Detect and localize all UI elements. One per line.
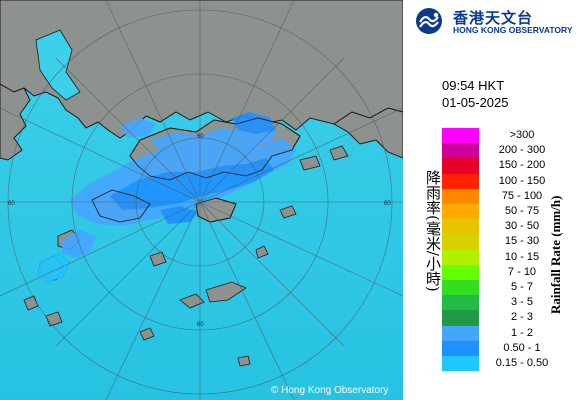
- legend-swatch: [442, 158, 479, 174]
- ring-label-e: 60: [384, 201, 391, 207]
- copyright-text: © Hong Kong Observatory: [271, 385, 389, 396]
- legend-label: 200 - 300: [498, 144, 546, 157]
- legend-row: 7 - 10: [442, 264, 577, 280]
- estuary-water: [35, 29, 81, 101]
- legend-label: 100 - 150: [498, 174, 546, 187]
- legend-swatch: [442, 295, 479, 311]
- legend-row: 100 - 150: [442, 173, 577, 189]
- legend-label: 5 - 7: [510, 281, 533, 293]
- legend-swatch: [442, 249, 479, 265]
- legend-title-en: Rainfall Rate (mm/h): [548, 195, 563, 315]
- legend-title-zh: 降雨率(毫米/小時): [424, 170, 442, 292]
- legend-label: 50 - 75: [504, 205, 540, 217]
- legend-label: 0.15 - 0.50: [495, 357, 549, 369]
- legend-row: 200 - 300: [442, 143, 577, 159]
- legend-row: 5 - 7: [442, 280, 577, 296]
- legend-row: 3 - 5: [442, 295, 577, 311]
- legend-swatch: [442, 188, 479, 204]
- legend-label: 3 - 5: [510, 296, 533, 309]
- ring-label-n: 60: [197, 134, 204, 140]
- date-text: 01-05-2025: [442, 95, 509, 110]
- legend-label: 10 - 15: [504, 250, 540, 263]
- legend-label: 30 - 50: [504, 220, 540, 233]
- legend-row: 2 - 3: [442, 310, 577, 326]
- legend-row: 1 - 2: [442, 325, 577, 341]
- ring-labels: 60 60 60 60: [8, 134, 391, 328]
- org-name-zh: 香港天文台: [453, 9, 534, 27]
- legend-row: 0.50 - 1: [442, 340, 577, 356]
- east-peninsula: [333, 107, 403, 159]
- radar-map: 60 60 60 60: [0, 0, 403, 400]
- legend-row: >300: [442, 128, 577, 144]
- legend-label: 150 - 200: [498, 159, 546, 172]
- legend-panel: 香港天文台 HONG KONG OBSERVATORY 09:54 HKT 01…: [403, 0, 577, 400]
- legend-row: 75 - 100: [442, 188, 577, 204]
- legend-row: 50 - 75: [442, 204, 577, 220]
- radial-spokes: [0, 0, 403, 400]
- org-name-en: HONG KONG OBSERVATORY: [453, 25, 573, 35]
- coastline-overlay: [91, 117, 301, 223]
- legend-label: 1 - 2: [510, 326, 533, 339]
- hko-logo-icon: [416, 8, 442, 34]
- legend-label: 15 - 30: [504, 235, 540, 248]
- legend-row: 150 - 200: [442, 158, 577, 174]
- legend-label: 7 - 10: [507, 265, 537, 278]
- rain-echoes: [37, 112, 296, 283]
- legend-swatch: [442, 264, 479, 280]
- ring-label-s: 60: [197, 322, 204, 328]
- legend-row: 15 - 30: [442, 234, 577, 250]
- legend-swatch: [442, 128, 479, 144]
- legend-label: 0.50 - 1: [503, 341, 541, 354]
- legend-label: 75 - 100: [501, 189, 543, 202]
- legend-swatch: [442, 173, 479, 189]
- time-text: 09:54 HKT: [442, 78, 505, 93]
- legend-swatch: [442, 204, 479, 220]
- legend-swatch: [442, 143, 479, 159]
- legend-row: 10 - 15: [442, 249, 577, 265]
- legend-swatch: [442, 325, 479, 341]
- ring-label-w: 60: [8, 201, 15, 207]
- legend-swatch: [442, 340, 479, 356]
- legend-label: 2 - 3: [510, 311, 533, 324]
- legend-swatch: [442, 234, 479, 250]
- legend-swatch: [442, 280, 479, 296]
- west-coast-landmass: [0, 83, 31, 161]
- legend-row: 0.15 - 0.50: [442, 356, 577, 372]
- legend-label: >300: [509, 129, 535, 141]
- legend-swatch: [442, 356, 479, 372]
- legend-row: 30 - 50: [442, 219, 577, 235]
- legend-swatch: [442, 219, 479, 235]
- legend-swatch: [442, 310, 479, 326]
